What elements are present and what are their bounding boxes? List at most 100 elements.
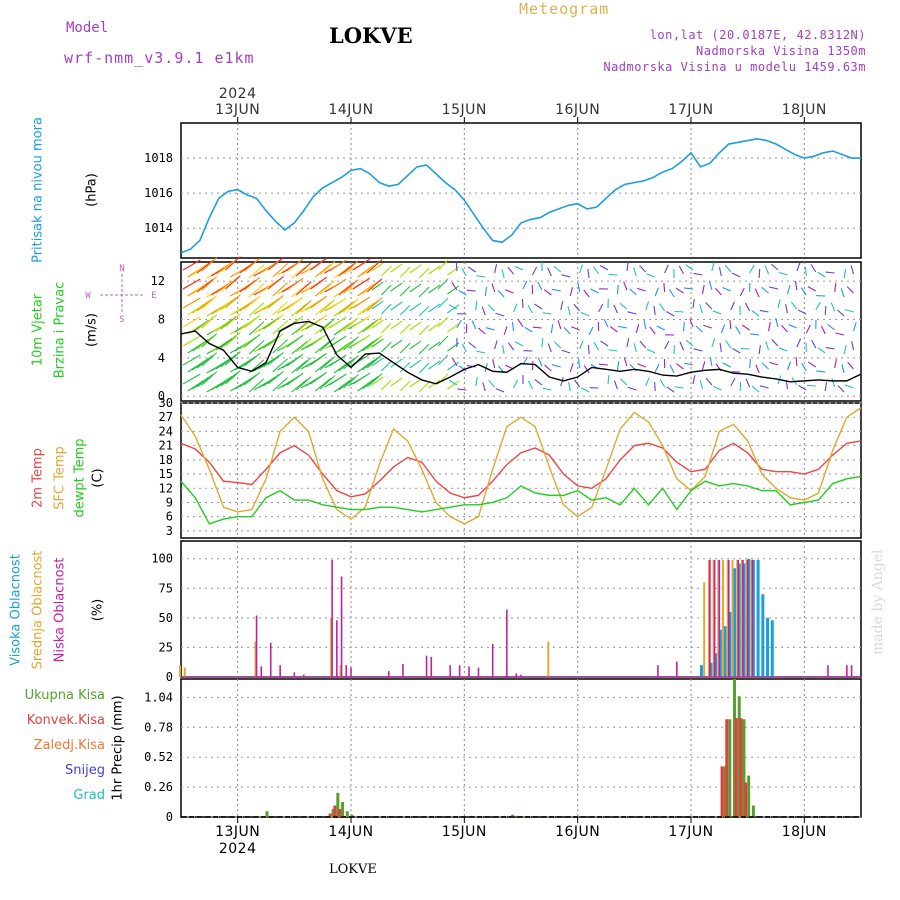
temp-label-sfc: SFC Temp [53, 446, 68, 510]
panel-frame [180, 122, 862, 259]
total-rain-bar [341, 802, 345, 817]
pressure-unit: (hPa) [85, 173, 100, 207]
date-tick-bottom: 16JUN [555, 824, 600, 840]
temp-label-dewpt: dewpt Temp [73, 438, 88, 517]
y-tick-label: 1016 [144, 186, 173, 200]
conv-rain-bar [739, 718, 743, 817]
y-tick-label: 1014 [144, 221, 173, 235]
date-tick-top: 16JUN [555, 102, 600, 118]
total-rain-bar [742, 719, 746, 817]
conv-rain-bar [744, 782, 748, 817]
year-label-bottom: 2024 [219, 841, 257, 857]
y-tick-label: 1018 [144, 151, 173, 165]
y-tick-label: 6 [166, 510, 173, 524]
elevation-label: Nadmorska Visina 1350m [696, 44, 866, 58]
y-tick-label: 18 [159, 453, 173, 467]
cloud-label-high: Visoka Oblacnost [9, 554, 24, 666]
conv-rain-bar [338, 808, 342, 817]
y-tick-label: 0.78 [144, 720, 173, 734]
station-title: LOKVE [329, 23, 413, 48]
y-tick-label: 21 [159, 439, 173, 453]
cloud-label-mid: Srednja Oblacnost [31, 551, 46, 670]
y-tick-label: 24 [159, 424, 173, 438]
conv-rain-bar [333, 805, 337, 817]
meteogram-label: Meteogram [519, 0, 610, 18]
total-rain-bar [511, 814, 515, 817]
conv-rain-bar [328, 813, 332, 817]
wind-axis-title-1: 10m Vjetar [31, 293, 46, 366]
panel-frame [180, 678, 862, 818]
y-tick-label: 30 [159, 396, 173, 410]
dewpt-line [180, 475, 862, 525]
y-tick-label: 75 [159, 581, 173, 595]
y-tick-label: 15 [159, 467, 173, 481]
wind-axis-title-2: Brzina i Pravac [53, 282, 68, 379]
conv-rain-bar [734, 718, 738, 817]
compass-s: S [119, 315, 124, 325]
pressure-line [180, 137, 861, 254]
y-tick-label: 0.52 [144, 750, 173, 764]
panel-frame [180, 261, 862, 402]
total-rain-bar [331, 808, 335, 817]
wind-unit: (m/s) [85, 313, 100, 347]
wind-arrows [182, 256, 857, 393]
date-tick-top: 18JUN [782, 102, 827, 118]
precip-legend-item: Ukupna Kisa [25, 688, 105, 703]
y-tick-label: 50 [159, 611, 173, 625]
total-rain-bar [737, 696, 741, 817]
total-rain-bar [751, 805, 755, 817]
precip-axis-title: 1hr Precip (mm) [111, 695, 126, 800]
y-tick-label: 0.26 [144, 780, 173, 794]
precip-legend-item: Zaledj.Kisa [34, 738, 105, 753]
date-tick-bottom: 18JUN [782, 824, 827, 840]
y-tick-label: 9 [166, 495, 173, 509]
year-label-top: 2024 [219, 86, 257, 102]
precip-legend-item: Snijeg [65, 763, 105, 778]
model-name: wrf-nmm_v3.9.1 e1km [64, 49, 255, 67]
y-tick-label: 0 [166, 670, 173, 684]
total-rain-bar [350, 814, 354, 817]
conv-rain-bar [720, 766, 724, 817]
compass-e: E [151, 291, 156, 301]
y-tick-label: 0 [166, 810, 173, 824]
y-tick-label: 4 [158, 351, 165, 365]
wind-speed-line [180, 320, 862, 385]
temp-label-2m: 2m Temp [31, 448, 46, 508]
date-tick-top: 13JUN [215, 102, 260, 118]
total-rain-bar [728, 719, 732, 817]
total-rain-bar [747, 775, 751, 817]
date-tick-bottom: 17JUN [668, 824, 713, 840]
compass-n: N [119, 264, 124, 274]
date-tick-top: 14JUN [328, 102, 373, 118]
y-tick-label: 25 [159, 640, 173, 654]
sfc-temp-line [180, 407, 862, 525]
date-tick-bottom: 13JUN [215, 824, 260, 840]
y-tick-label: 100 [151, 552, 173, 566]
panel-frame [180, 402, 862, 539]
y-tick-label: 12 [151, 274, 165, 288]
temp-2m-line [180, 440, 862, 499]
model-elevation-label: Nadmorska Visina u modelu 1459.63m [603, 60, 866, 74]
model-label: Model [66, 20, 109, 36]
total-rain-bar [336, 792, 340, 817]
y-tick-label: 8 [158, 313, 165, 327]
date-tick-top: 17JUN [668, 102, 713, 118]
date-tick-bottom: 15JUN [442, 824, 487, 840]
footer-station-label: LOKVE [329, 862, 377, 877]
total-rain-bar [723, 766, 727, 817]
y-tick-label: 3 [166, 524, 173, 538]
compass-w: W [85, 291, 91, 301]
date-tick-bottom: 14JUN [328, 824, 373, 840]
lonlat-label: lon,lat (20.0187E, 42.8312N) [649, 28, 866, 42]
conv-rain-bar [725, 719, 729, 817]
precip-legend-item: Grad [73, 788, 105, 803]
precip-legend-item: Konvek.Kisa [27, 713, 105, 728]
date-tick-top: 15JUN [442, 102, 487, 118]
y-tick-label: 27 [159, 410, 173, 424]
y-tick-label: 1.04 [144, 690, 173, 704]
total-rain-bar [345, 811, 349, 817]
cloud-unit: (%) [91, 599, 106, 622]
total-rain-bar [733, 679, 736, 817]
temp-unit: (C) [91, 468, 106, 487]
